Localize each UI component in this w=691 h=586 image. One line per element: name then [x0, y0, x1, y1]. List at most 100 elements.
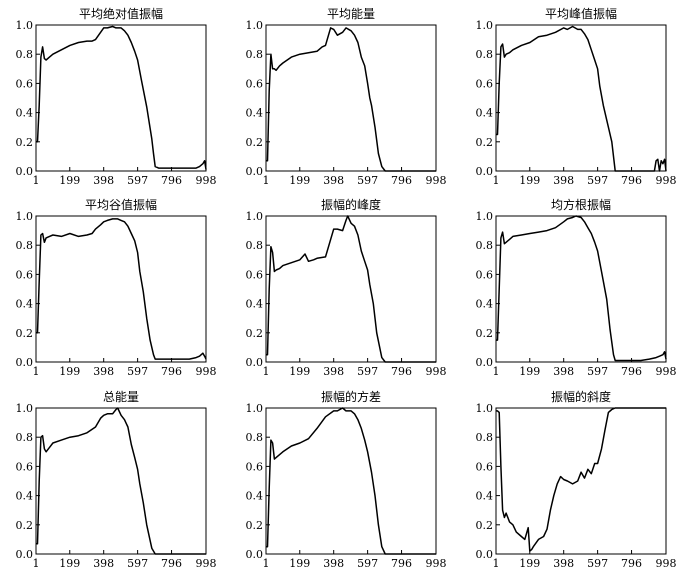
y-tick-label: 0.0: [476, 548, 494, 561]
y-tick-label: 0.2: [476, 519, 494, 532]
y-tick-label: 0.8: [246, 48, 264, 61]
x-tick-label: 199: [519, 174, 540, 187]
x-tick-label: 796: [391, 365, 412, 378]
y-tick-label: 0.4: [476, 490, 494, 503]
x-tick-label: 796: [391, 557, 412, 570]
y-tick-label: 0.8: [16, 239, 34, 252]
y-tick-label: 0.0: [476, 356, 494, 369]
series-line: [36, 25, 207, 170]
y-tick-label: 0.8: [16, 431, 34, 444]
y-tick-label: 0.4: [476, 298, 494, 311]
y-tick-label: 0.2: [246, 519, 264, 532]
x-tick-label: 1: [263, 557, 270, 570]
plot-frame: [495, 215, 667, 363]
y-tick-label: 0.6: [246, 268, 264, 281]
x-tick-label: 1: [33, 174, 40, 187]
x-tick-label: 796: [161, 557, 182, 570]
x-tick-label: 998: [656, 174, 677, 187]
y-tick-label: 0.6: [476, 268, 494, 281]
series-line: [266, 215, 436, 363]
chart-panel: 振幅的方差 1 199 398 597 796 998 0.0 0.2 0.4 0.6 0.8 1.0: [246, 389, 447, 570]
x-tick-label: 398: [553, 174, 574, 187]
plot-frame: [35, 215, 207, 363]
plot-frame: [35, 24, 207, 172]
y-tick-label: 1.0: [246, 19, 264, 32]
x-tick-label: 597: [587, 174, 608, 187]
x-tick-label: 199: [59, 365, 80, 378]
y-tick-label: 0.4: [16, 490, 34, 503]
y-tick-label: 0.0: [246, 356, 264, 369]
chart-title: 平均能量: [327, 7, 375, 21]
x-tick-label: 199: [289, 557, 310, 570]
y-tick-label: 0.6: [246, 460, 264, 473]
chart-title: 平均谷值振幅: [85, 197, 157, 212]
x-tick-label: 796: [161, 174, 182, 187]
y-tick-label: 0.8: [246, 431, 264, 444]
chart-title: 均方根振幅: [551, 197, 611, 212]
x-tick-label: 597: [357, 174, 378, 187]
x-tick-label: 1: [33, 557, 40, 570]
y-tick-label: 0.2: [246, 327, 264, 340]
x-tick-label: 597: [127, 365, 148, 378]
y-tick-label: 0.4: [16, 298, 34, 311]
plot-frame: [495, 24, 667, 172]
y-tick-label: 0.8: [476, 239, 494, 252]
y-tick-label: 0.8: [246, 239, 264, 252]
plot-frame: [35, 407, 207, 555]
x-tick-label: 998: [426, 557, 447, 570]
y-tick-label: 0.4: [246, 298, 264, 311]
x-tick-label: 199: [59, 557, 80, 570]
y-tick-label: 1.0: [16, 210, 34, 223]
chart-title: 振幅的峰度: [321, 197, 381, 212]
y-tick-label: 0.2: [246, 136, 264, 149]
x-tick-label: 796: [621, 174, 642, 187]
y-tick-label: 0.2: [16, 519, 34, 532]
x-tick-label: 1: [263, 174, 270, 187]
chart-title: 振幅的方差: [321, 389, 381, 404]
chart-panel: 平均能量 1 199 398 597 796 998 0.0 0.2 0.4 0.6 0.8 1.0: [246, 7, 447, 187]
y-tick-label: 0.4: [246, 107, 264, 120]
y-tick-label: 0.6: [476, 77, 494, 90]
y-tick-label: 0.8: [476, 431, 494, 444]
plot-frame: [265, 215, 437, 363]
series-line: [496, 25, 667, 172]
x-tick-label: 597: [357, 365, 378, 378]
x-tick-label: 398: [93, 174, 114, 187]
y-tick-label: 0.4: [246, 490, 264, 503]
y-tick-label: 0.2: [16, 327, 34, 340]
y-tick-label: 0.0: [476, 165, 494, 178]
x-tick-label: 796: [391, 174, 412, 187]
plot-frame: [265, 24, 437, 172]
x-tick-label: 398: [93, 365, 114, 378]
x-tick-label: 998: [196, 174, 217, 187]
x-tick-label: 998: [196, 365, 217, 378]
series-line: [36, 218, 207, 360]
series-line: [266, 407, 436, 555]
x-tick-label: 796: [621, 365, 642, 378]
y-tick-label: 0.0: [246, 548, 264, 561]
x-tick-label: 597: [587, 557, 608, 570]
chart-panel: 平均绝对值振幅 1 199 398 597 796 998 0.0 0.2 0.4 0.6 0.8 1.…: [16, 6, 217, 187]
x-tick-label: 1: [493, 365, 500, 378]
x-tick-label: 998: [426, 365, 447, 378]
chart-title: 振幅的斜度: [551, 389, 611, 404]
plot-frame: [265, 407, 437, 555]
x-tick-label: 398: [553, 557, 574, 570]
y-tick-label: 1.0: [476, 19, 494, 32]
x-tick-label: 199: [519, 365, 540, 378]
x-tick-label: 199: [289, 365, 310, 378]
x-tick-label: 1: [33, 365, 40, 378]
chart-panel: 均方根振幅 1 199 398 597 796 998 0.0 0.2 0.4 0.6 0.8 1.0: [476, 197, 677, 378]
x-tick-label: 998: [656, 365, 677, 378]
y-tick-label: 0.0: [16, 548, 34, 561]
chart-panel: 振幅的斜度 1 199 398 597 796 998 0.0 0.2 0.4 0.6 0.8 1.0: [476, 389, 677, 570]
y-tick-label: 0.0: [246, 165, 264, 178]
x-tick-label: 199: [59, 174, 80, 187]
x-tick-label: 597: [127, 557, 148, 570]
x-tick-label: 199: [289, 174, 310, 187]
y-tick-label: 0.0: [16, 165, 34, 178]
x-tick-label: 998: [426, 174, 447, 187]
x-tick-label: 796: [161, 365, 182, 378]
y-tick-label: 1.0: [476, 402, 494, 415]
